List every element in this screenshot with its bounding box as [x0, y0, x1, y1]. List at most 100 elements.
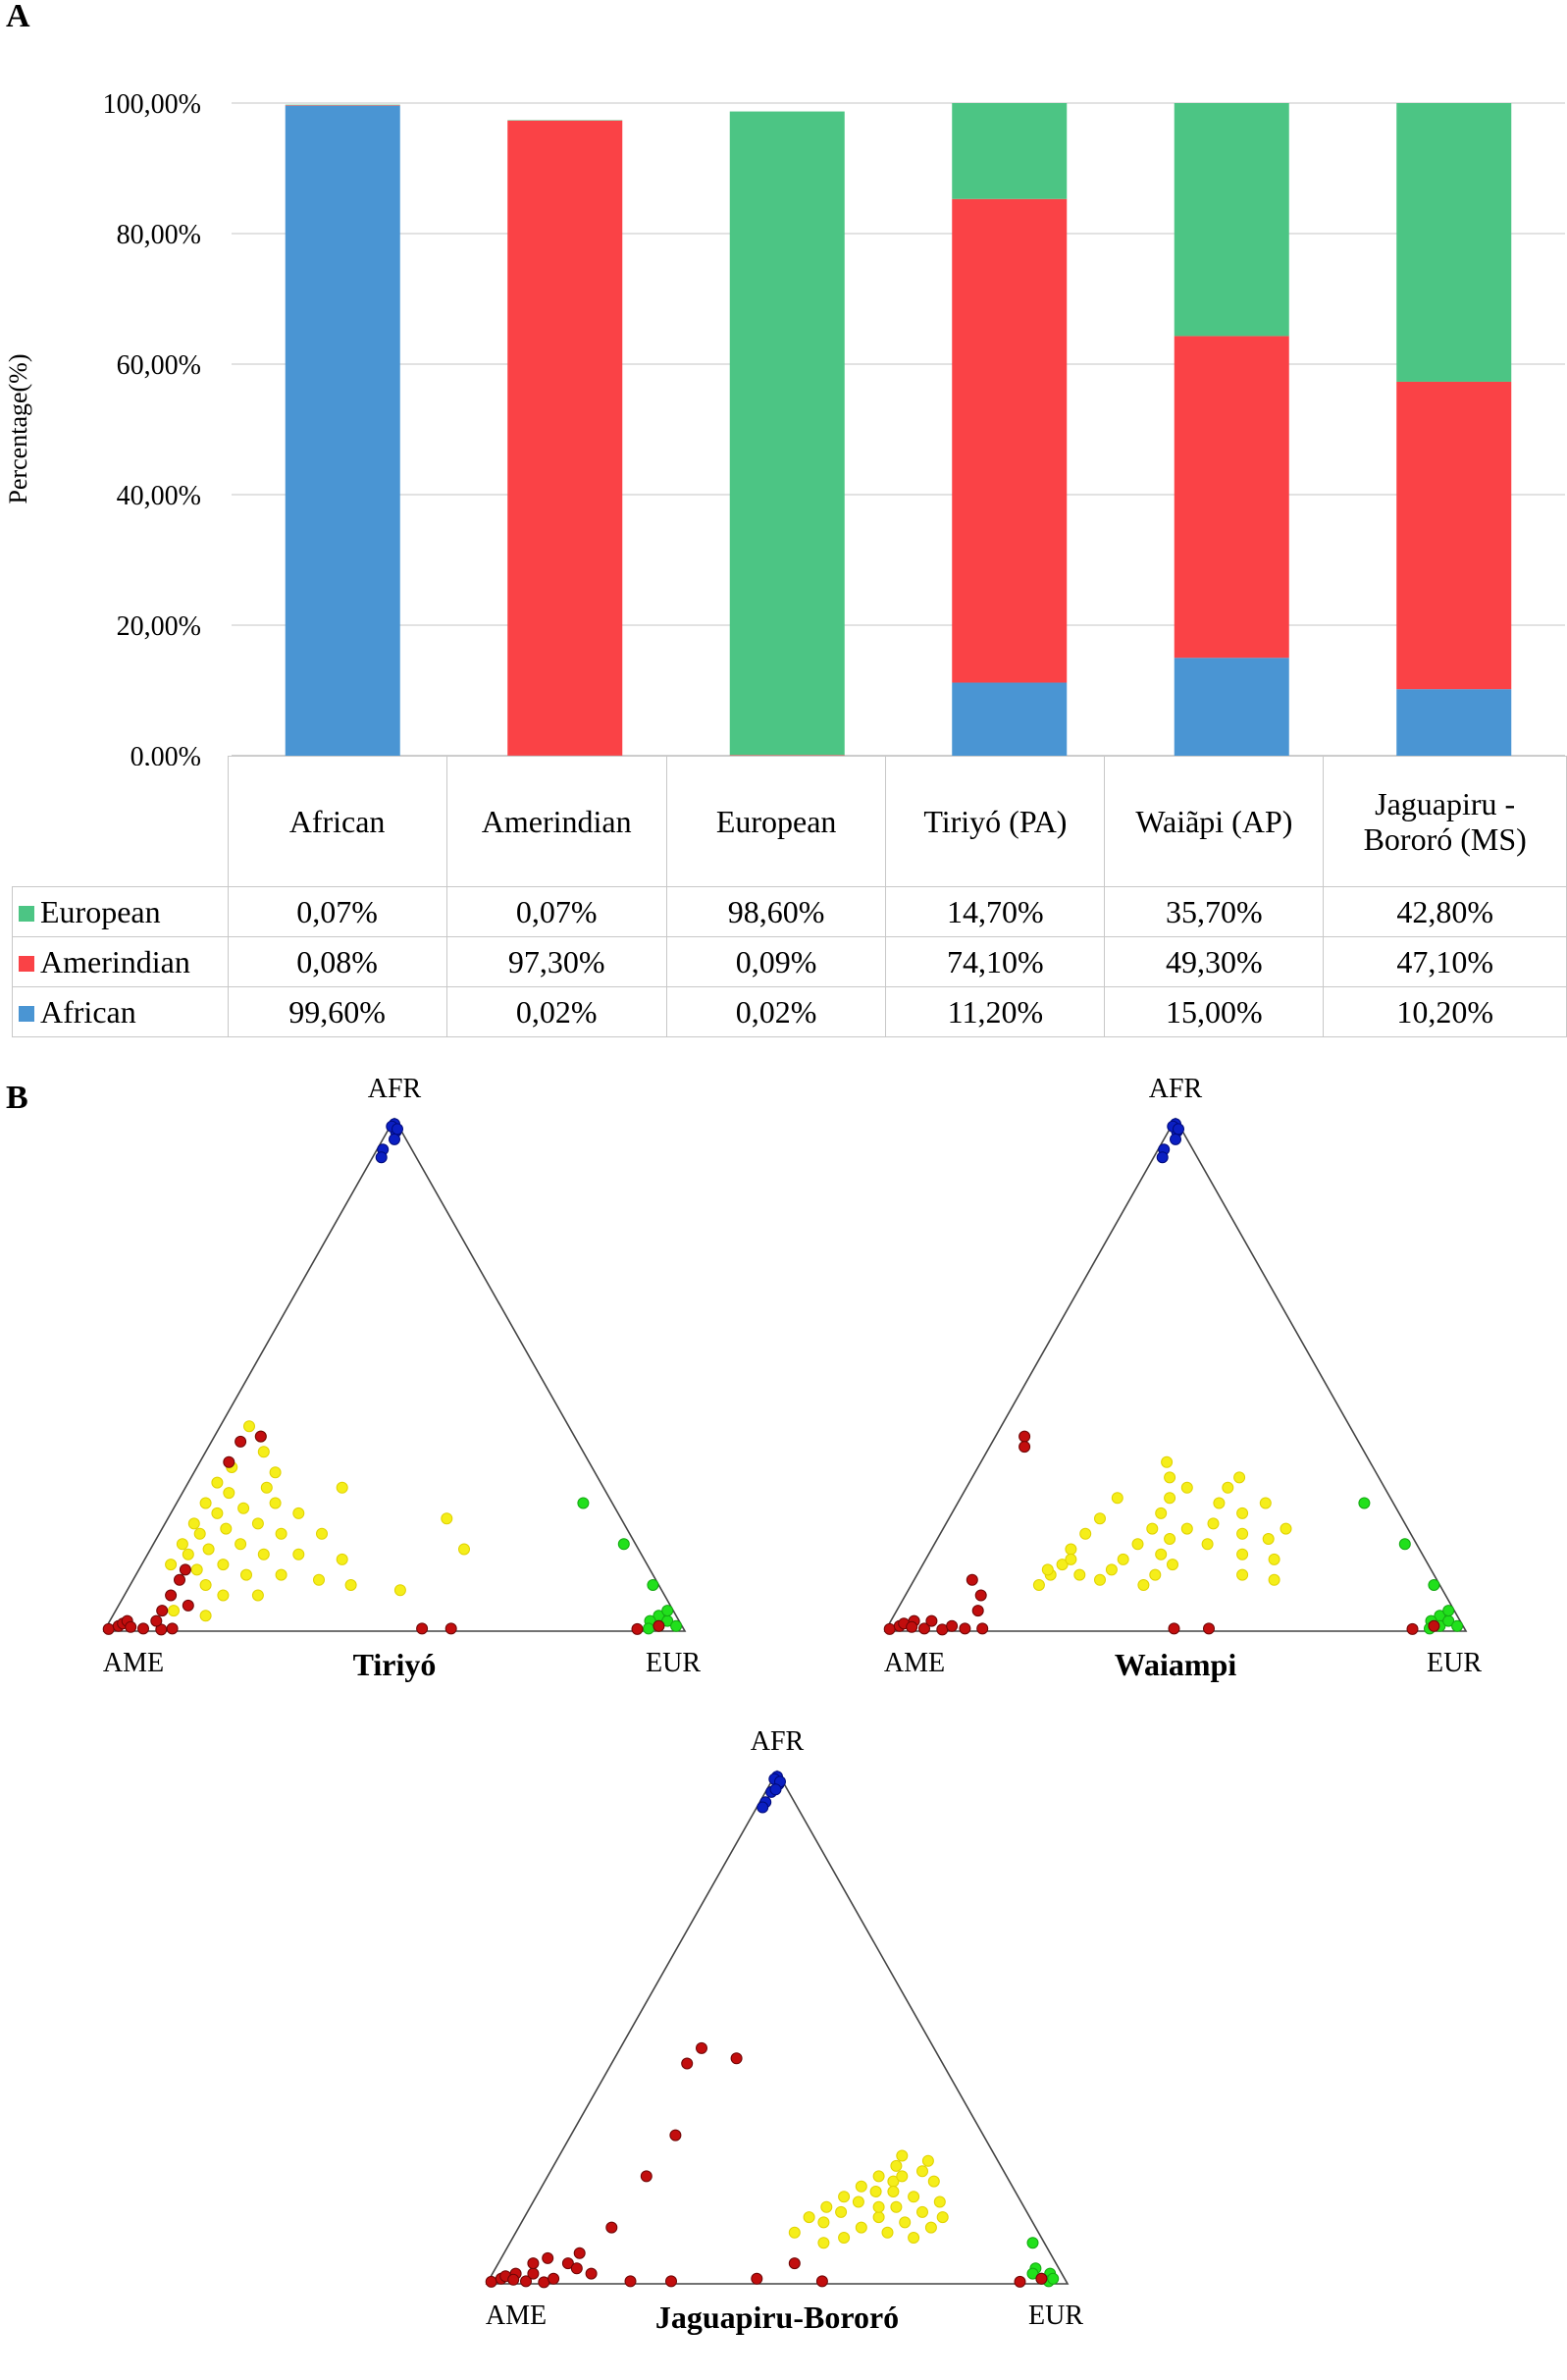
point-yellow: [261, 1482, 272, 1493]
point-yellow: [1147, 1523, 1158, 1534]
bar-segment-european: [952, 103, 1067, 199]
point-red: [947, 1620, 958, 1631]
vertex-label-afr: AFR: [368, 1074, 422, 1104]
point-green: [671, 1620, 682, 1631]
point-yellow: [897, 2150, 908, 2161]
point-yellow: [1214, 1498, 1225, 1508]
point-yellow: [870, 2187, 881, 2197]
vertex-label-ame: AME: [103, 1648, 164, 1678]
stacked-bar-chart: 0,00%20,00%40,00%60,00%80,00%100,00%Perc…: [0, 0, 1567, 766]
point-yellow: [1162, 1456, 1173, 1467]
point-red: [180, 1564, 190, 1575]
point-yellow: [1033, 1580, 1044, 1591]
point-red: [606, 2222, 617, 2233]
point-yellow: [853, 2196, 863, 2207]
point-yellow: [917, 2206, 928, 2217]
point-red: [1204, 1623, 1215, 1634]
point-yellow: [276, 1569, 287, 1580]
point-red: [731, 2053, 742, 2064]
point-green: [648, 1580, 658, 1591]
point-yellow: [1237, 1549, 1248, 1560]
vertex-label-eur: EUR: [1427, 1648, 1482, 1678]
point-red: [486, 2276, 496, 2287]
point-yellow: [856, 2181, 866, 2192]
ternary-triangle: [885, 1119, 1466, 1631]
point-red: [960, 1623, 970, 1634]
table-cell: 11,20%: [886, 987, 1105, 1037]
point-yellow: [1208, 1518, 1219, 1529]
point-red: [528, 2258, 539, 2269]
point-yellow: [200, 1498, 211, 1508]
point-yellow: [937, 2212, 948, 2223]
ternary-plot-title: Jaguapiru-Bororó: [655, 2300, 899, 2335]
point-yellow: [317, 1528, 328, 1539]
vertex-label-afr: AFR: [751, 1726, 805, 1757]
point-green: [578, 1498, 589, 1508]
point-yellow: [1042, 1564, 1053, 1575]
y-tick-label: 80,00%: [117, 220, 201, 250]
point-yellow: [1156, 1549, 1167, 1560]
point-green: [1452, 1620, 1463, 1631]
legend-entry-african: African: [13, 987, 229, 1037]
point-green: [618, 1539, 629, 1550]
point-yellow: [1138, 1580, 1149, 1591]
table-cell: 0,07%: [446, 887, 666, 937]
bar-segment-amerindian: [507, 121, 622, 756]
point-yellow: [314, 1574, 325, 1585]
point-red: [926, 1615, 937, 1626]
bar-segment-european: [730, 112, 845, 756]
point-red: [445, 1623, 456, 1634]
point-yellow: [203, 1544, 214, 1555]
table-row: Amerindian 0,08% 97,30% 0,09% 74,10% 49,…: [13, 937, 1567, 987]
legend-entry-european: European: [13, 887, 229, 937]
point-red: [166, 1590, 177, 1601]
point-green: [1027, 2238, 1038, 2248]
point-yellow: [459, 1544, 470, 1555]
point-yellow: [1066, 1544, 1076, 1555]
point-red: [966, 1574, 977, 1585]
point-blue: [1174, 1124, 1184, 1135]
point-yellow: [169, 1606, 180, 1616]
point-green: [1399, 1539, 1410, 1550]
table-cell: 47,10%: [1324, 937, 1567, 987]
point-blue: [376, 1152, 387, 1163]
bar-segment-amerindian: [286, 105, 400, 106]
ternary-triangle: [487, 1772, 1068, 2284]
point-yellow: [337, 1482, 347, 1493]
table-cell: 0,02%: [446, 987, 666, 1037]
point-red: [1019, 1431, 1030, 1442]
point-yellow: [183, 1549, 193, 1560]
point-yellow: [442, 1513, 452, 1524]
legend-label: African: [40, 994, 136, 1030]
point-red: [126, 1621, 136, 1632]
legend-swatch-african: [19, 1006, 34, 1022]
point-green: [644, 1623, 654, 1634]
point-yellow: [934, 2196, 945, 2207]
point-red: [632, 1623, 643, 1634]
point-yellow: [258, 1549, 269, 1560]
table-header-cell: Waiãpi (AP): [1105, 757, 1324, 887]
point-yellow: [1118, 1554, 1128, 1564]
point-yellow: [200, 1580, 211, 1591]
point-yellow: [925, 2222, 936, 2233]
table-row: African 99,60% 0,02% 0,02% 11,20% 15,00%…: [13, 987, 1567, 1037]
point-yellow: [218, 1560, 229, 1570]
vertex-label-afr: AFR: [1149, 1074, 1203, 1104]
data-table: African Amerindian European Tiriyó (PA) …: [12, 756, 1567, 1037]
table-cell: 14,70%: [886, 887, 1105, 937]
table-cell: 15,00%: [1105, 987, 1324, 1037]
table-cell: 0,07%: [228, 887, 446, 937]
point-red: [641, 2171, 652, 2182]
point-yellow: [191, 1564, 202, 1575]
point-red: [417, 1623, 428, 1634]
point-blue: [390, 1134, 400, 1144]
point-yellow: [891, 2160, 902, 2171]
point-red: [682, 2058, 693, 2069]
point-yellow: [821, 2201, 832, 2212]
point-yellow: [900, 2217, 911, 2228]
table-cell: 49,30%: [1105, 937, 1324, 987]
legend-swatch-european: [19, 906, 34, 922]
point-yellow: [1112, 1493, 1123, 1504]
point-yellow: [241, 1569, 252, 1580]
